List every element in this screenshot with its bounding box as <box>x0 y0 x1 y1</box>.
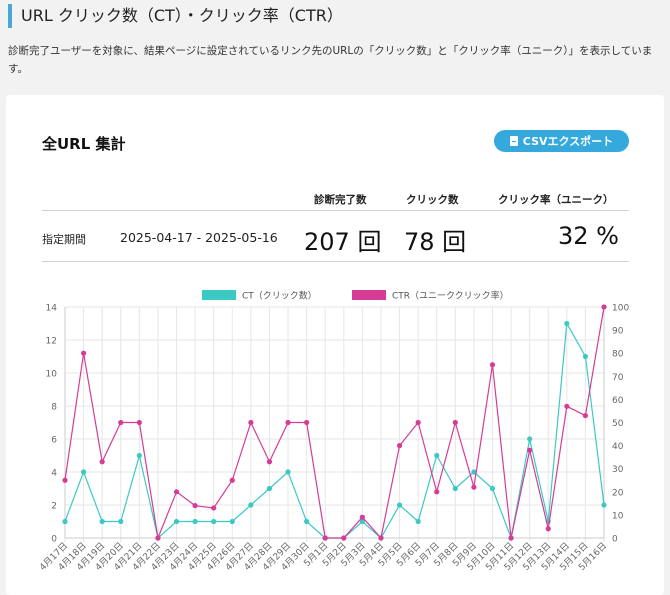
data-point-ct <box>266 485 273 492</box>
data-point-ct <box>304 518 310 525</box>
legend-label: CTR（ユニーククリック率） <box>392 290 509 302</box>
stats-divider-top <box>42 210 629 211</box>
data-point-ctr <box>80 350 87 356</box>
data-point-ct <box>527 436 533 442</box>
data-point-ctr <box>322 535 328 541</box>
y-right-tick-label: 0 <box>612 535 618 545</box>
data-point-ctr <box>211 505 217 511</box>
y-right-tick-label: 60 <box>612 396 624 406</box>
data-point-ctr <box>508 535 514 541</box>
data-point-ct <box>601 502 607 508</box>
data-point-ct <box>173 518 180 525</box>
data-point-ctr <box>564 403 570 409</box>
page-title: URL クリック数（CT）・クリック率（CTR） <box>21 6 343 25</box>
data-point-ct <box>80 469 87 475</box>
card-title: 全URL 集計 <box>42 135 126 153</box>
data-point-ctr <box>359 514 365 520</box>
data-point-ctr <box>285 419 291 426</box>
data-point-ctr <box>173 489 180 495</box>
y-left-tick-label: 10 <box>46 370 58 380</box>
data-point-ct <box>248 502 254 508</box>
data-point-ctr <box>415 419 421 426</box>
data-point-ctr <box>378 535 384 541</box>
data-point-ctr <box>452 419 458 426</box>
data-point-ctr <box>118 419 124 426</box>
data-point-ctr <box>229 477 235 483</box>
data-point-ctr <box>527 447 533 453</box>
csv-export-button[interactable]: CSVエクスポート <box>494 130 629 152</box>
legend-label: CT（クリック数） <box>242 290 317 302</box>
data-point-ct <box>211 518 217 525</box>
data-point-ctr <box>155 535 161 541</box>
y-left-tick-label: 6 <box>51 436 57 446</box>
data-point-ctr <box>341 535 347 541</box>
y-right-tick-label: 40 <box>612 442 624 452</box>
data-point-ctr <box>266 459 273 465</box>
summary-card: 全URL 集計 CSVエクスポート 診断完了数 クリック数 クリック率（ユニーク… <box>6 95 664 595</box>
data-point-ct <box>229 518 235 525</box>
data-point-ct <box>489 485 496 492</box>
data-point-ct <box>136 452 142 459</box>
data-point-ctr <box>471 484 477 490</box>
data-point-ctr <box>192 503 198 509</box>
data-point-ct <box>359 518 365 525</box>
data-point-ctr <box>99 459 105 465</box>
data-point-ct <box>118 518 124 525</box>
y-right-tick-label: 20 <box>612 488 624 498</box>
data-point-ct <box>471 469 477 475</box>
y-right-tick-label: 50 <box>612 419 624 429</box>
csv-export-label: CSVエクスポート <box>522 135 614 148</box>
ctr-header: クリック率（ユニーク） <box>498 194 614 206</box>
data-point-ctr <box>248 419 254 426</box>
data-point-ctr <box>62 477 68 483</box>
y-right-tick-label: 80 <box>612 350 624 360</box>
data-point-ct <box>62 518 68 525</box>
data-point-ct <box>564 320 570 327</box>
data-point-ct <box>192 518 198 525</box>
data-point-ct <box>396 502 403 508</box>
page-header: URL クリック数（CT）・クリック率（CTR） <box>8 4 343 28</box>
data-point-ctr <box>304 419 310 426</box>
y-left-tick-label: 0 <box>51 535 57 545</box>
series-line-ctr <box>64 306 605 541</box>
series-line-ct <box>64 321 605 541</box>
y-right-tick-label: 90 <box>612 327 624 337</box>
data-point-ct <box>434 452 440 459</box>
clicks-value: 78 回 <box>404 228 467 256</box>
data-point-ct <box>99 518 105 525</box>
data-point-ct <box>415 518 421 525</box>
y-right-tick-label: 70 <box>612 373 624 383</box>
data-point-ct <box>452 485 458 492</box>
data-point-ct <box>582 353 589 360</box>
data-point-ctr <box>136 419 142 426</box>
y-right-tick-label: 10 <box>612 511 624 521</box>
y-left-tick-label: 8 <box>51 403 57 413</box>
y-right-tick-label: 100 <box>612 304 629 314</box>
data-point-ctr <box>545 526 551 532</box>
completed-header: 診断完了数 <box>314 194 367 206</box>
y-left-tick-label: 2 <box>51 502 57 512</box>
legend-swatch <box>352 290 386 300</box>
data-point-ct <box>285 469 291 475</box>
data-point-ctr <box>396 443 403 449</box>
clicks-header: クリック数 <box>406 194 459 206</box>
y-right-tick-label: 30 <box>612 465 624 475</box>
period-label: 指定期間 <box>42 233 86 246</box>
y-left-tick-label: 4 <box>51 469 57 479</box>
completed-value: 207 回 <box>304 228 382 256</box>
legend-swatch <box>202 290 236 300</box>
page-description: 診断完了ユーザーを対象に、結果ページに設定されているリンク先のURLの「クリック… <box>8 45 653 75</box>
ctr-value: 32 % <box>558 222 619 250</box>
data-point-ctr <box>434 489 440 495</box>
period-value: 2025-04-17 - 2025-05-16 <box>120 230 278 245</box>
data-point-ctr <box>489 362 496 368</box>
data-point-ctr <box>601 304 607 310</box>
stats-divider-bottom <box>42 261 629 262</box>
file-icon <box>509 136 518 146</box>
data-point-ctr <box>582 412 589 419</box>
y-left-tick-label: 14 <box>46 304 58 314</box>
y-left-tick-label: 12 <box>46 337 57 347</box>
